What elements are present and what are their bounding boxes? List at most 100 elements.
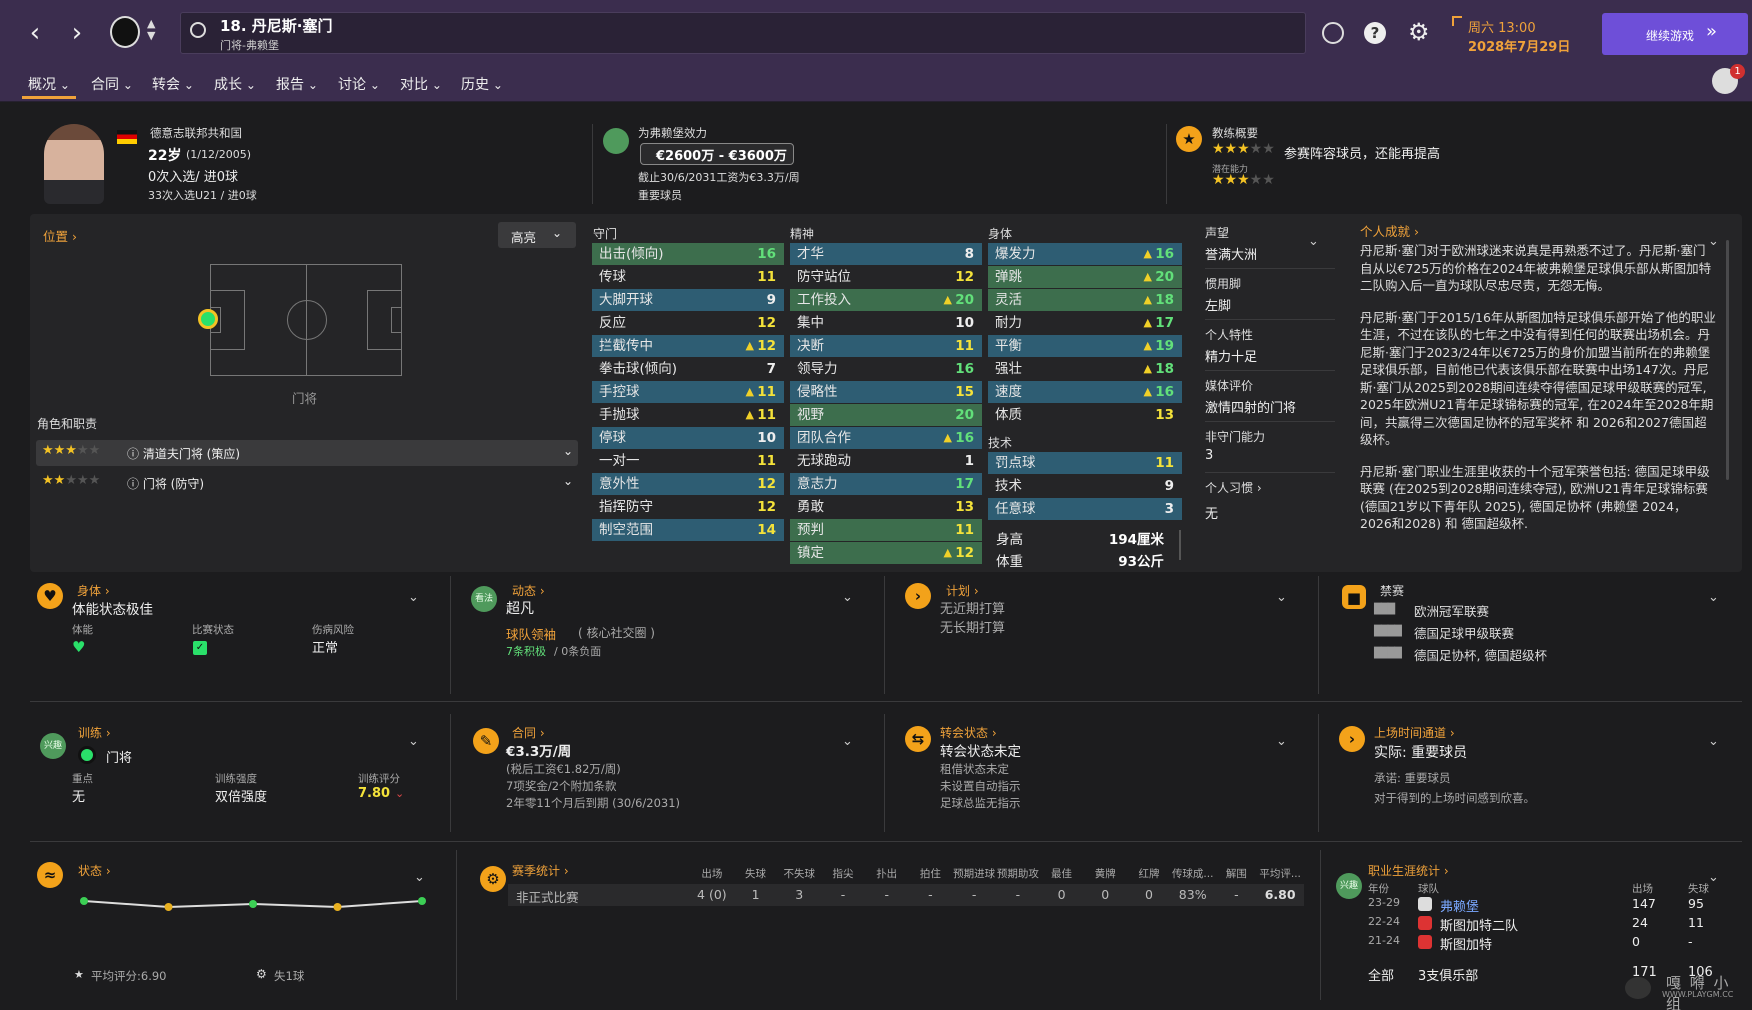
attribute-row[interactable]: 工作投入 ▲ 20 (790, 289, 982, 311)
attribute-row[interactable]: 手抛球 ▲ 11 (592, 404, 784, 426)
menu-overview[interactable]: 概况 (28, 74, 70, 94)
attribute-row[interactable]: 制空范围 14 (592, 519, 784, 541)
gear-icon[interactable]: ⚙ (1408, 18, 1430, 46)
playtime-chevron-icon[interactable]: ⌄ (1708, 734, 1719, 749)
attribute-row[interactable]: 大脚开球 9 (592, 289, 784, 311)
role2-chevron-icon[interactable]: ⌄ (563, 474, 574, 488)
attribute-row[interactable]: 技术 9 (988, 475, 1182, 497)
form-point[interactable] (164, 903, 173, 911)
attribute-row[interactable]: 领导力 16 (790, 358, 982, 380)
form-point[interactable] (333, 903, 342, 911)
form-point[interactable] (249, 900, 257, 908)
playtime-arrow-icon: › (1339, 726, 1365, 752)
attribute-row[interactable]: 出击(倾向) 16 (592, 243, 784, 265)
body-chevron-icon[interactable]: ⌄ (408, 590, 419, 605)
attribute-row[interactable]: 指挥防守 12 (592, 496, 784, 518)
attribute-row[interactable]: 一对一 11 (592, 450, 784, 472)
playtime-title[interactable]: 上场时间通道 › (1374, 726, 1455, 740)
menu-contract[interactable]: 合同 (91, 74, 133, 94)
form-point[interactable] (418, 897, 426, 905)
attribute-row[interactable]: 弹跳 ▲ 20 (988, 266, 1182, 288)
training-chevron-icon[interactable]: ⌄ (408, 734, 419, 749)
attribute-row[interactable]: 勇敢 13 (790, 496, 982, 518)
career-club[interactable]: 斯图加特二队 (1440, 919, 1519, 934)
attribute-row[interactable]: 侵略性 15 (790, 381, 982, 403)
menu-development[interactable]: 成长 (214, 74, 256, 94)
position-title[interactable]: 位置 › (43, 229, 77, 244)
club-badge-icon[interactable] (110, 16, 140, 48)
training-title[interactable]: 训练 › (78, 726, 111, 740)
attribute-row[interactable]: 传球 11 (592, 266, 784, 288)
habit-title[interactable]: 个人习惯 › (1205, 481, 1262, 495)
attribute-row[interactable]: 罚点球 11 (988, 452, 1182, 474)
body-title[interactable]: 身体 › (77, 584, 110, 598)
back-arrow-icon[interactable]: ‹ (29, 18, 41, 48)
menu-discuss[interactable]: 讨论 (338, 74, 380, 94)
attribute-row[interactable]: 镇定 ▲ 12 (790, 542, 982, 564)
attribute-row[interactable]: 手控球 ▲ 11 (592, 381, 784, 403)
updown-arrows-icon[interactable]: ▲ ▼ (147, 17, 156, 42)
menu-reports[interactable]: 报告 (276, 74, 318, 94)
role1-chevron-icon[interactable]: ⌄ (563, 444, 574, 458)
role-row-1[interactable] (36, 440, 578, 466)
form-point[interactable] (80, 897, 88, 905)
search-icon[interactable] (190, 22, 206, 38)
career-title[interactable]: 职业生涯统计 › (1368, 864, 1449, 878)
attribute-row[interactable]: 体质 13 (988, 404, 1182, 426)
help-icon[interactable]: ? (1364, 22, 1386, 44)
bio-scrollbar[interactable] (1726, 240, 1729, 480)
attribute-row[interactable]: 停球 10 (592, 427, 784, 449)
attribute-row[interactable]: 反应 12 (592, 312, 784, 334)
career-club[interactable]: 弗赖堡 (1440, 900, 1480, 915)
attribute-row[interactable]: 决断 11 (790, 335, 982, 357)
attribute-value: 16 (955, 430, 974, 446)
attribute-row[interactable]: 视野 20 (790, 404, 982, 426)
attribute-row[interactable]: 平衡 ▲ 19 (988, 335, 1182, 357)
season-title[interactable]: 赛季统计 › (512, 864, 569, 878)
menu-transfer[interactable]: 转会 (152, 74, 194, 94)
form-chevron-icon[interactable]: ⌄ (414, 870, 425, 885)
career-chevron-icon[interactable]: ⌄ (1708, 870, 1719, 885)
attribute-row[interactable]: 耐力 ▲ 17 (988, 312, 1182, 334)
attribute-row[interactable]: 速度 ▲ 16 (988, 381, 1182, 403)
forward-arrow-icon[interactable]: › (71, 18, 83, 48)
attribute-row[interactable]: 集中 10 (790, 312, 982, 334)
ban-chevron-icon[interactable]: ⌄ (1708, 590, 1719, 605)
attribute-row[interactable]: 任意球 3 (988, 498, 1182, 520)
trend-up-icon: ▲ (1143, 247, 1152, 260)
ball-icon[interactable] (1322, 22, 1344, 44)
plan-title[interactable]: 计划 › (946, 584, 979, 598)
plan-chevron-icon[interactable]: ⌄ (1276, 590, 1287, 605)
attribute-row[interactable]: 才华 8 (790, 243, 982, 265)
attribute-row[interactable]: 爆发力 ▲ 16 (988, 243, 1182, 265)
career-club[interactable]: 斯图加特 (1440, 938, 1493, 953)
menu-history[interactable]: 历史 (461, 74, 503, 94)
transfer-chevron-icon[interactable]: ⌄ (1276, 734, 1287, 749)
attribute-row[interactable]: 意外性 12 (592, 473, 784, 495)
attribute-row[interactable]: 意志力 17 (790, 473, 982, 495)
attribute-row[interactable]: 灵活 ▲ 18 (988, 289, 1182, 311)
bio-title[interactable]: 个人成就 › (1360, 224, 1419, 239)
form-title[interactable]: 状态 › (78, 864, 111, 878)
menu-compare[interactable]: 对比 (400, 74, 442, 94)
contract-chevron-icon[interactable]: ⌄ (842, 734, 853, 749)
year-header: 年份 (1368, 883, 1389, 895)
attribute-row[interactable]: 预判 11 (790, 519, 982, 541)
dynamics-title[interactable]: 动态 › (512, 584, 545, 598)
attribute-row[interactable]: 团队合作 ▲ 16 (790, 427, 982, 449)
club-header: 球队 (1418, 883, 1439, 895)
transfer-title[interactable]: 转会状态 › (940, 726, 997, 740)
contract-title[interactable]: 合同 › (512, 726, 545, 740)
search-box[interactable] (180, 12, 1306, 54)
attribute-row[interactable]: 拦截传中 ▲ 12 (592, 335, 784, 357)
continue-button[interactable] (1602, 13, 1748, 55)
rep-chevron-icon[interactable]: ⌄ (1308, 234, 1319, 249)
highlight-dropdown[interactable] (498, 222, 576, 248)
attribute-row[interactable]: 强壮 ▲ 18 (988, 358, 1182, 380)
bio-chevron-icon[interactable]: ⌄ (1708, 234, 1719, 249)
attribute-row[interactable]: 无球跑动 1 (790, 450, 982, 472)
attribute-row[interactable]: 防守站位 12 (790, 266, 982, 288)
dynamics-chevron-icon[interactable]: ⌄ (842, 590, 853, 605)
season-row[interactable] (508, 884, 1304, 906)
attribute-row[interactable]: 拳击球(倾向) 7 (592, 358, 784, 380)
